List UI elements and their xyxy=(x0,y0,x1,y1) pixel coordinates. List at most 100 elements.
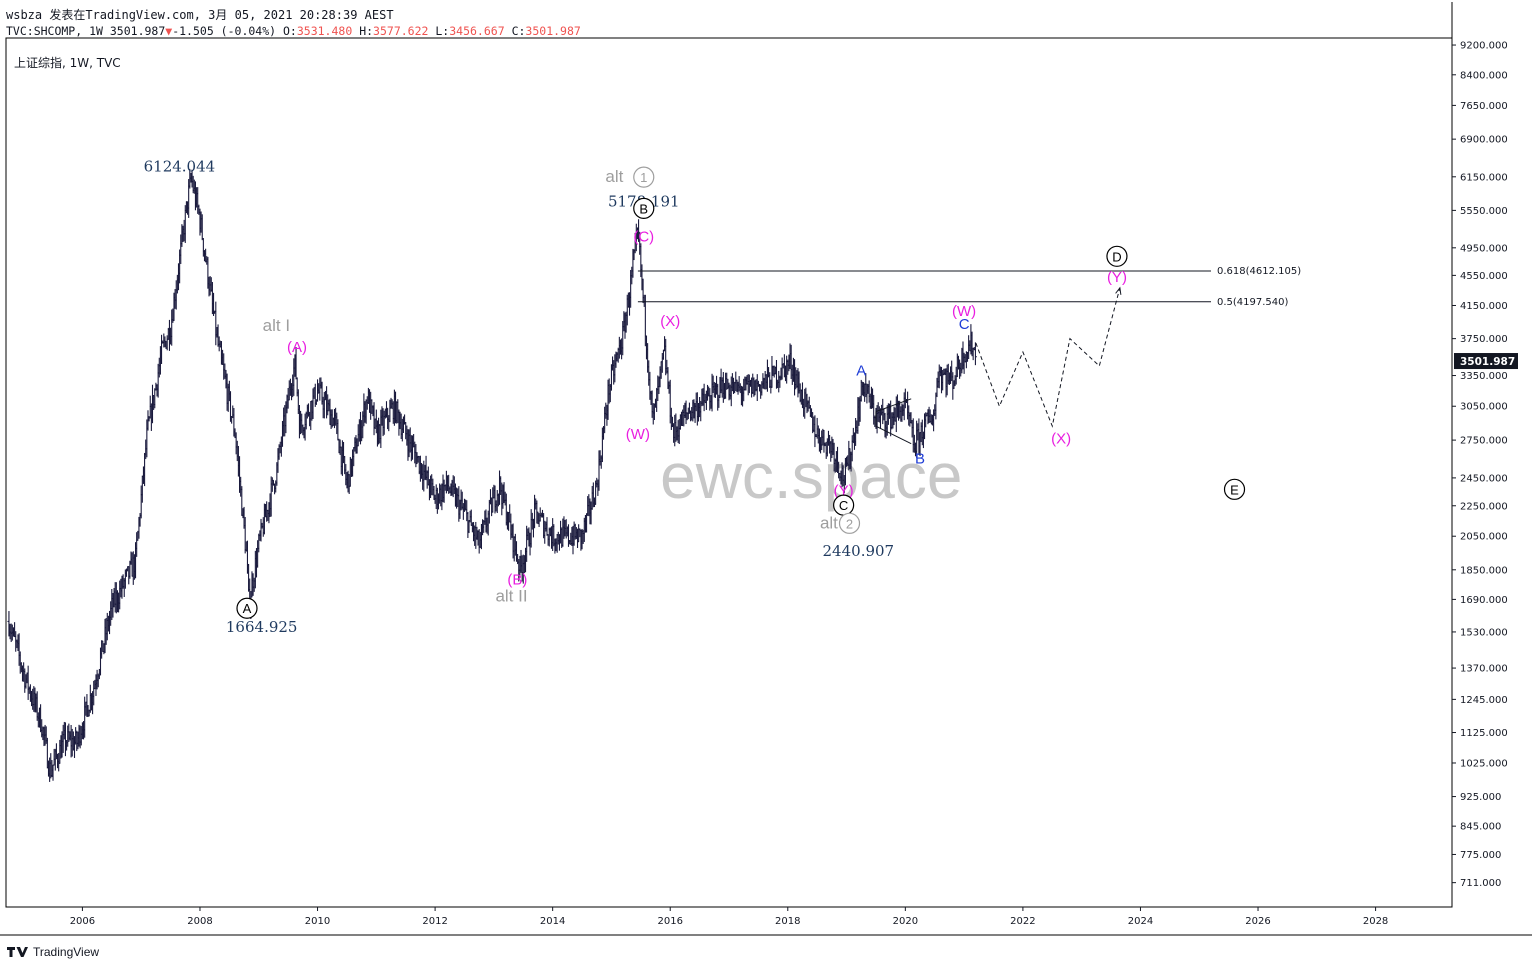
wave-label: (Y) xyxy=(834,483,854,500)
publish-info: wsbza 发表在TradingView.com, 3月 05, 2021 20… xyxy=(6,8,394,22)
wave-label-text: alt I xyxy=(263,316,290,335)
wave-circle xyxy=(838,512,861,534)
wave-label-text: B xyxy=(915,451,925,468)
time-axis-label: 2014 xyxy=(540,916,565,927)
wave-label-text: alt II xyxy=(495,586,527,605)
wave-label-text: 2 xyxy=(846,516,853,531)
wave-label: (A) xyxy=(287,339,307,356)
wave-label: (W) xyxy=(952,303,976,320)
price-axis-label: 6150.000 xyxy=(1460,172,1508,183)
forecast-arrow-icon xyxy=(1115,286,1122,295)
high-label: H: xyxy=(359,24,374,38)
wave-label: 2440.907 xyxy=(823,542,895,560)
wave-label: 2 xyxy=(838,512,861,534)
price-axis-label: 1125.000 xyxy=(1460,728,1508,739)
wave-label-text: (Y) xyxy=(1107,269,1127,286)
wave-label-text: (X) xyxy=(1051,431,1071,448)
ohlc-legend: TVC:SHCOMP, 1W 3501.987▼-1.505 (-0.04%) … xyxy=(6,24,581,38)
wave-label: B xyxy=(633,197,655,219)
open-value: 3531.480 xyxy=(296,24,353,38)
price-axis-label: 1530.000 xyxy=(1460,627,1508,638)
price-axis-label: 3350.000 xyxy=(1460,371,1508,382)
last-price-tag xyxy=(1454,353,1518,370)
symbol-label: TVC:SHCOMP, 1W xyxy=(6,24,103,38)
wave-label: A xyxy=(856,363,866,380)
price-axis-label: 7650.000 xyxy=(1460,101,1508,112)
high-value: 3577.622 xyxy=(373,24,429,38)
wave-label-text: C xyxy=(839,498,848,513)
price-axis-label: 9200.000 xyxy=(1460,41,1508,52)
wave-circle xyxy=(633,166,655,188)
wave-label-text: C xyxy=(959,316,970,333)
tradingview-logo[interactable]: TradingView xyxy=(6,945,99,959)
forecast-path xyxy=(975,287,1121,428)
price-axis-label: 2450.000 xyxy=(1460,473,1508,484)
price-axis-label: 6900.000 xyxy=(1460,135,1508,146)
low-value: 3456.667 xyxy=(449,24,505,38)
wave-label-text: (Y) xyxy=(834,483,854,500)
price-axis-label: 1245.000 xyxy=(1460,695,1508,706)
wave-circle xyxy=(1106,245,1128,267)
wave-label-text: alt xyxy=(820,513,838,532)
wave-label: (C) xyxy=(633,228,654,245)
price-axis-label: 2750.000 xyxy=(1460,436,1508,447)
triangle-upper-line xyxy=(875,398,912,413)
wave-label: alt II xyxy=(495,586,527,605)
change-label: -1.505 (-0.04%) xyxy=(172,24,277,38)
last-price-label: 3501.987 xyxy=(109,24,166,38)
wave-label: C xyxy=(959,316,970,333)
wave-label-text: 2440.907 xyxy=(823,542,895,560)
wave-label: (X) xyxy=(660,313,680,330)
price-axis-label: 2250.000 xyxy=(1460,501,1508,512)
wave-label: B xyxy=(915,451,925,468)
wave-label: 1 xyxy=(633,166,655,188)
wave-label: alt I xyxy=(263,316,290,335)
last-price-tag-label: 3501.987 xyxy=(1460,356,1515,368)
wave-label-text: (X) xyxy=(660,313,680,330)
price-axis-label: 4950.000 xyxy=(1460,243,1508,254)
time-axis-label: 2016 xyxy=(657,916,682,927)
time-axis-label: 2008 xyxy=(187,916,212,927)
fib-level-label: 0.618(4612.105) xyxy=(1217,266,1301,277)
time-axis-label: 2024 xyxy=(1128,916,1153,927)
price-axis-label: 3050.000 xyxy=(1460,402,1508,413)
wave-label: C xyxy=(833,494,855,516)
price-axis-label: 1690.000 xyxy=(1460,595,1508,606)
wave-label-text: (W) xyxy=(952,303,976,320)
price-axis-label: 711.000 xyxy=(1460,878,1501,889)
price-axis-label: 4550.000 xyxy=(1460,271,1508,282)
wave-label-text: A xyxy=(243,601,252,616)
time-axis-label: 2018 xyxy=(775,916,800,927)
wave-label-text: 1664.925 xyxy=(226,618,298,636)
time-axis-label: 2012 xyxy=(422,916,447,927)
wave-label: (X) xyxy=(1051,431,1071,448)
price-axis-label: 1370.000 xyxy=(1460,664,1508,675)
time-axis-label: 2028 xyxy=(1363,916,1388,927)
fib-level-label: 0.5(4197.540) xyxy=(1217,297,1289,308)
change-down-icon: ▼ xyxy=(165,24,173,38)
wave-label-text: B xyxy=(639,201,648,216)
wave-label: 1664.925 xyxy=(226,618,298,636)
price-axis-label: 2050.000 xyxy=(1460,532,1508,543)
wave-label: (W) xyxy=(626,426,650,443)
wave-label: alt xyxy=(820,513,838,532)
wave-label-text: alt xyxy=(605,167,623,186)
wave-label: E xyxy=(1223,478,1246,500)
price-axis-label: 925.000 xyxy=(1460,792,1501,803)
price-axis-label: 1850.000 xyxy=(1460,565,1508,576)
wave-label-text: 1 xyxy=(640,170,647,185)
wave-label: D xyxy=(1106,245,1128,267)
price-axis-label: 1025.000 xyxy=(1460,758,1508,769)
price-axis-label: 3750.000 xyxy=(1460,334,1508,345)
symbol-name: 上证综指, 1W, TVC xyxy=(14,56,121,70)
watermark: ewc.space xyxy=(660,440,962,512)
wave-label: (B) xyxy=(507,571,527,588)
wave-circle xyxy=(1223,478,1246,500)
price-axis-label: 775.000 xyxy=(1460,850,1501,861)
wave-label-text: (B) xyxy=(507,571,527,588)
close-value: 3501.987 xyxy=(525,24,581,38)
time-axis-label: 2010 xyxy=(305,916,330,927)
wave-label-text: (W) xyxy=(626,426,650,443)
wave-label: 6124.044 xyxy=(144,158,216,176)
